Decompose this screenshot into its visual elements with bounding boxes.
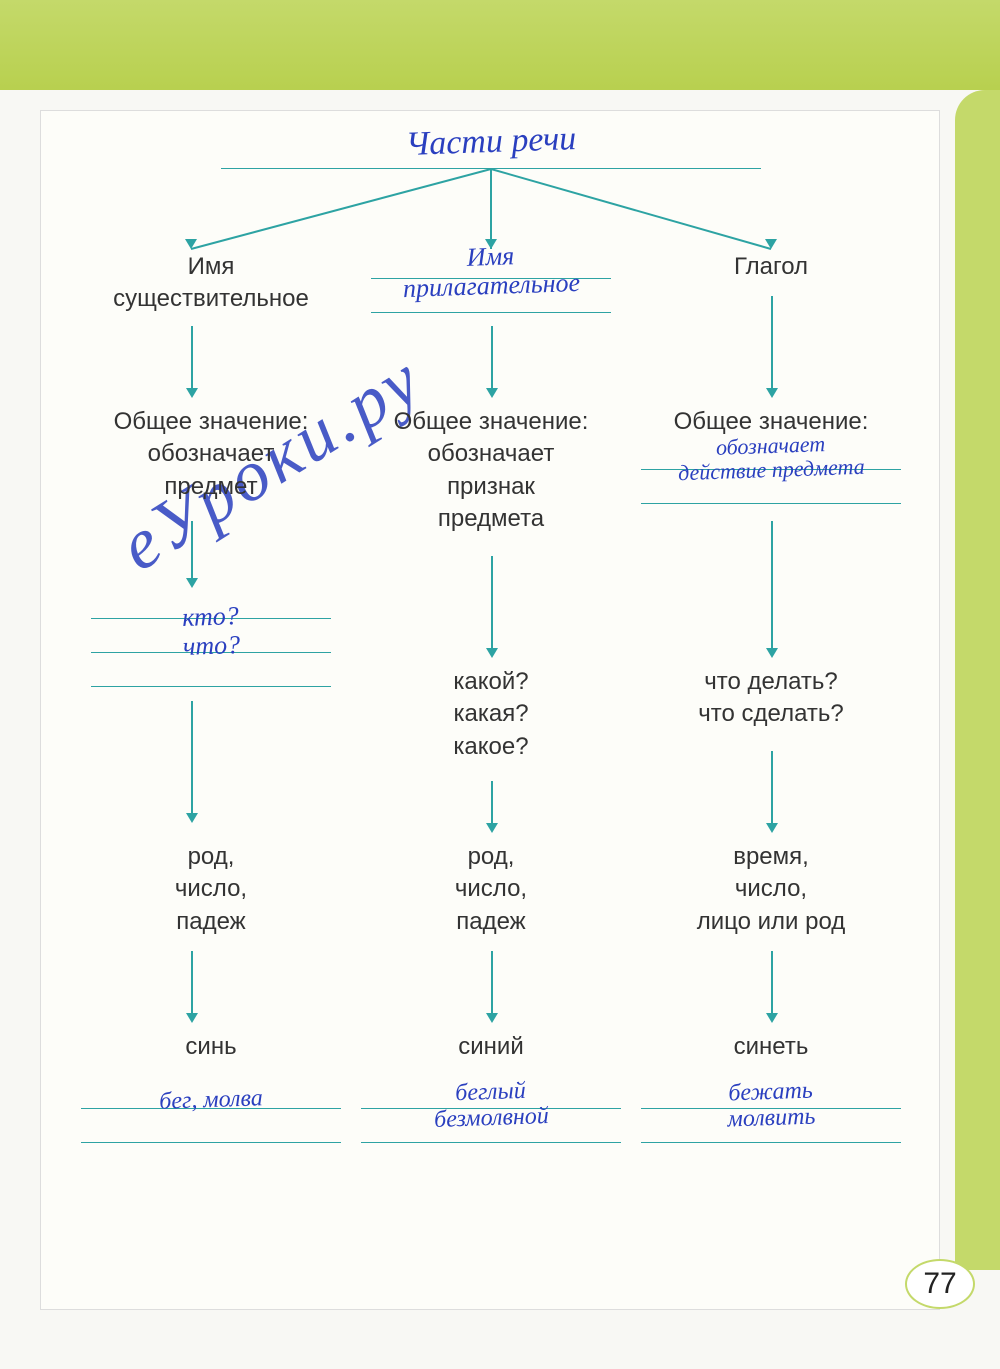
title-row: Части речи (221, 141, 761, 169)
col3-example: синеть (631, 1031, 911, 1063)
col1-example: синь (71, 1031, 351, 1063)
col3-questions: что делать? что сделать? (631, 666, 911, 731)
col3-grammar: время, число, лицо или род (631, 841, 911, 938)
col3-example-hand: бежать молвить (630, 1074, 912, 1137)
arrow-icon (771, 951, 773, 1021)
arrow-icon (191, 951, 193, 1021)
arrow-icon (771, 296, 773, 396)
arrow-icon (771, 521, 773, 656)
arrow-icon (191, 521, 193, 586)
col2-example-hand: беглый безмолвной (350, 1074, 632, 1137)
arrow-icon (191, 701, 193, 821)
col2-example: синий (351, 1031, 631, 1063)
col2-header-hand: Имя прилагательное (350, 238, 632, 305)
col2-grammar: род, число, падеж (351, 841, 631, 938)
col3-meaning-hand: обозначает действие предмета (630, 429, 912, 487)
col1-header: Имя существительное (71, 251, 351, 316)
col3-header: Глагол (631, 251, 911, 283)
col2-meaning: Общее значение: обозначает признак предм… (351, 406, 631, 536)
col1-questions-hand: кто? что? (70, 598, 352, 665)
arrow-icon (491, 326, 493, 396)
arrow-icon (491, 951, 493, 1021)
col2-questions: какой? какая? какое? (351, 666, 631, 763)
arrow-icon (191, 326, 193, 396)
page-number: 77 (905, 1259, 975, 1309)
workbook-page: eУроки.ру Части речи Имя существительное (0, 0, 1000, 1369)
arrow-icon (491, 556, 493, 656)
header-band (0, 0, 1000, 90)
page-content: eУроки.ру Части речи Имя существительное (40, 110, 940, 1310)
col1-meaning: Общее значение: обозначает предмет (71, 406, 351, 503)
arrow-icon (771, 751, 773, 831)
col1-grammar: род, число, падеж (71, 841, 351, 938)
arrow-icon (491, 781, 493, 831)
side-tab (955, 90, 1000, 1270)
